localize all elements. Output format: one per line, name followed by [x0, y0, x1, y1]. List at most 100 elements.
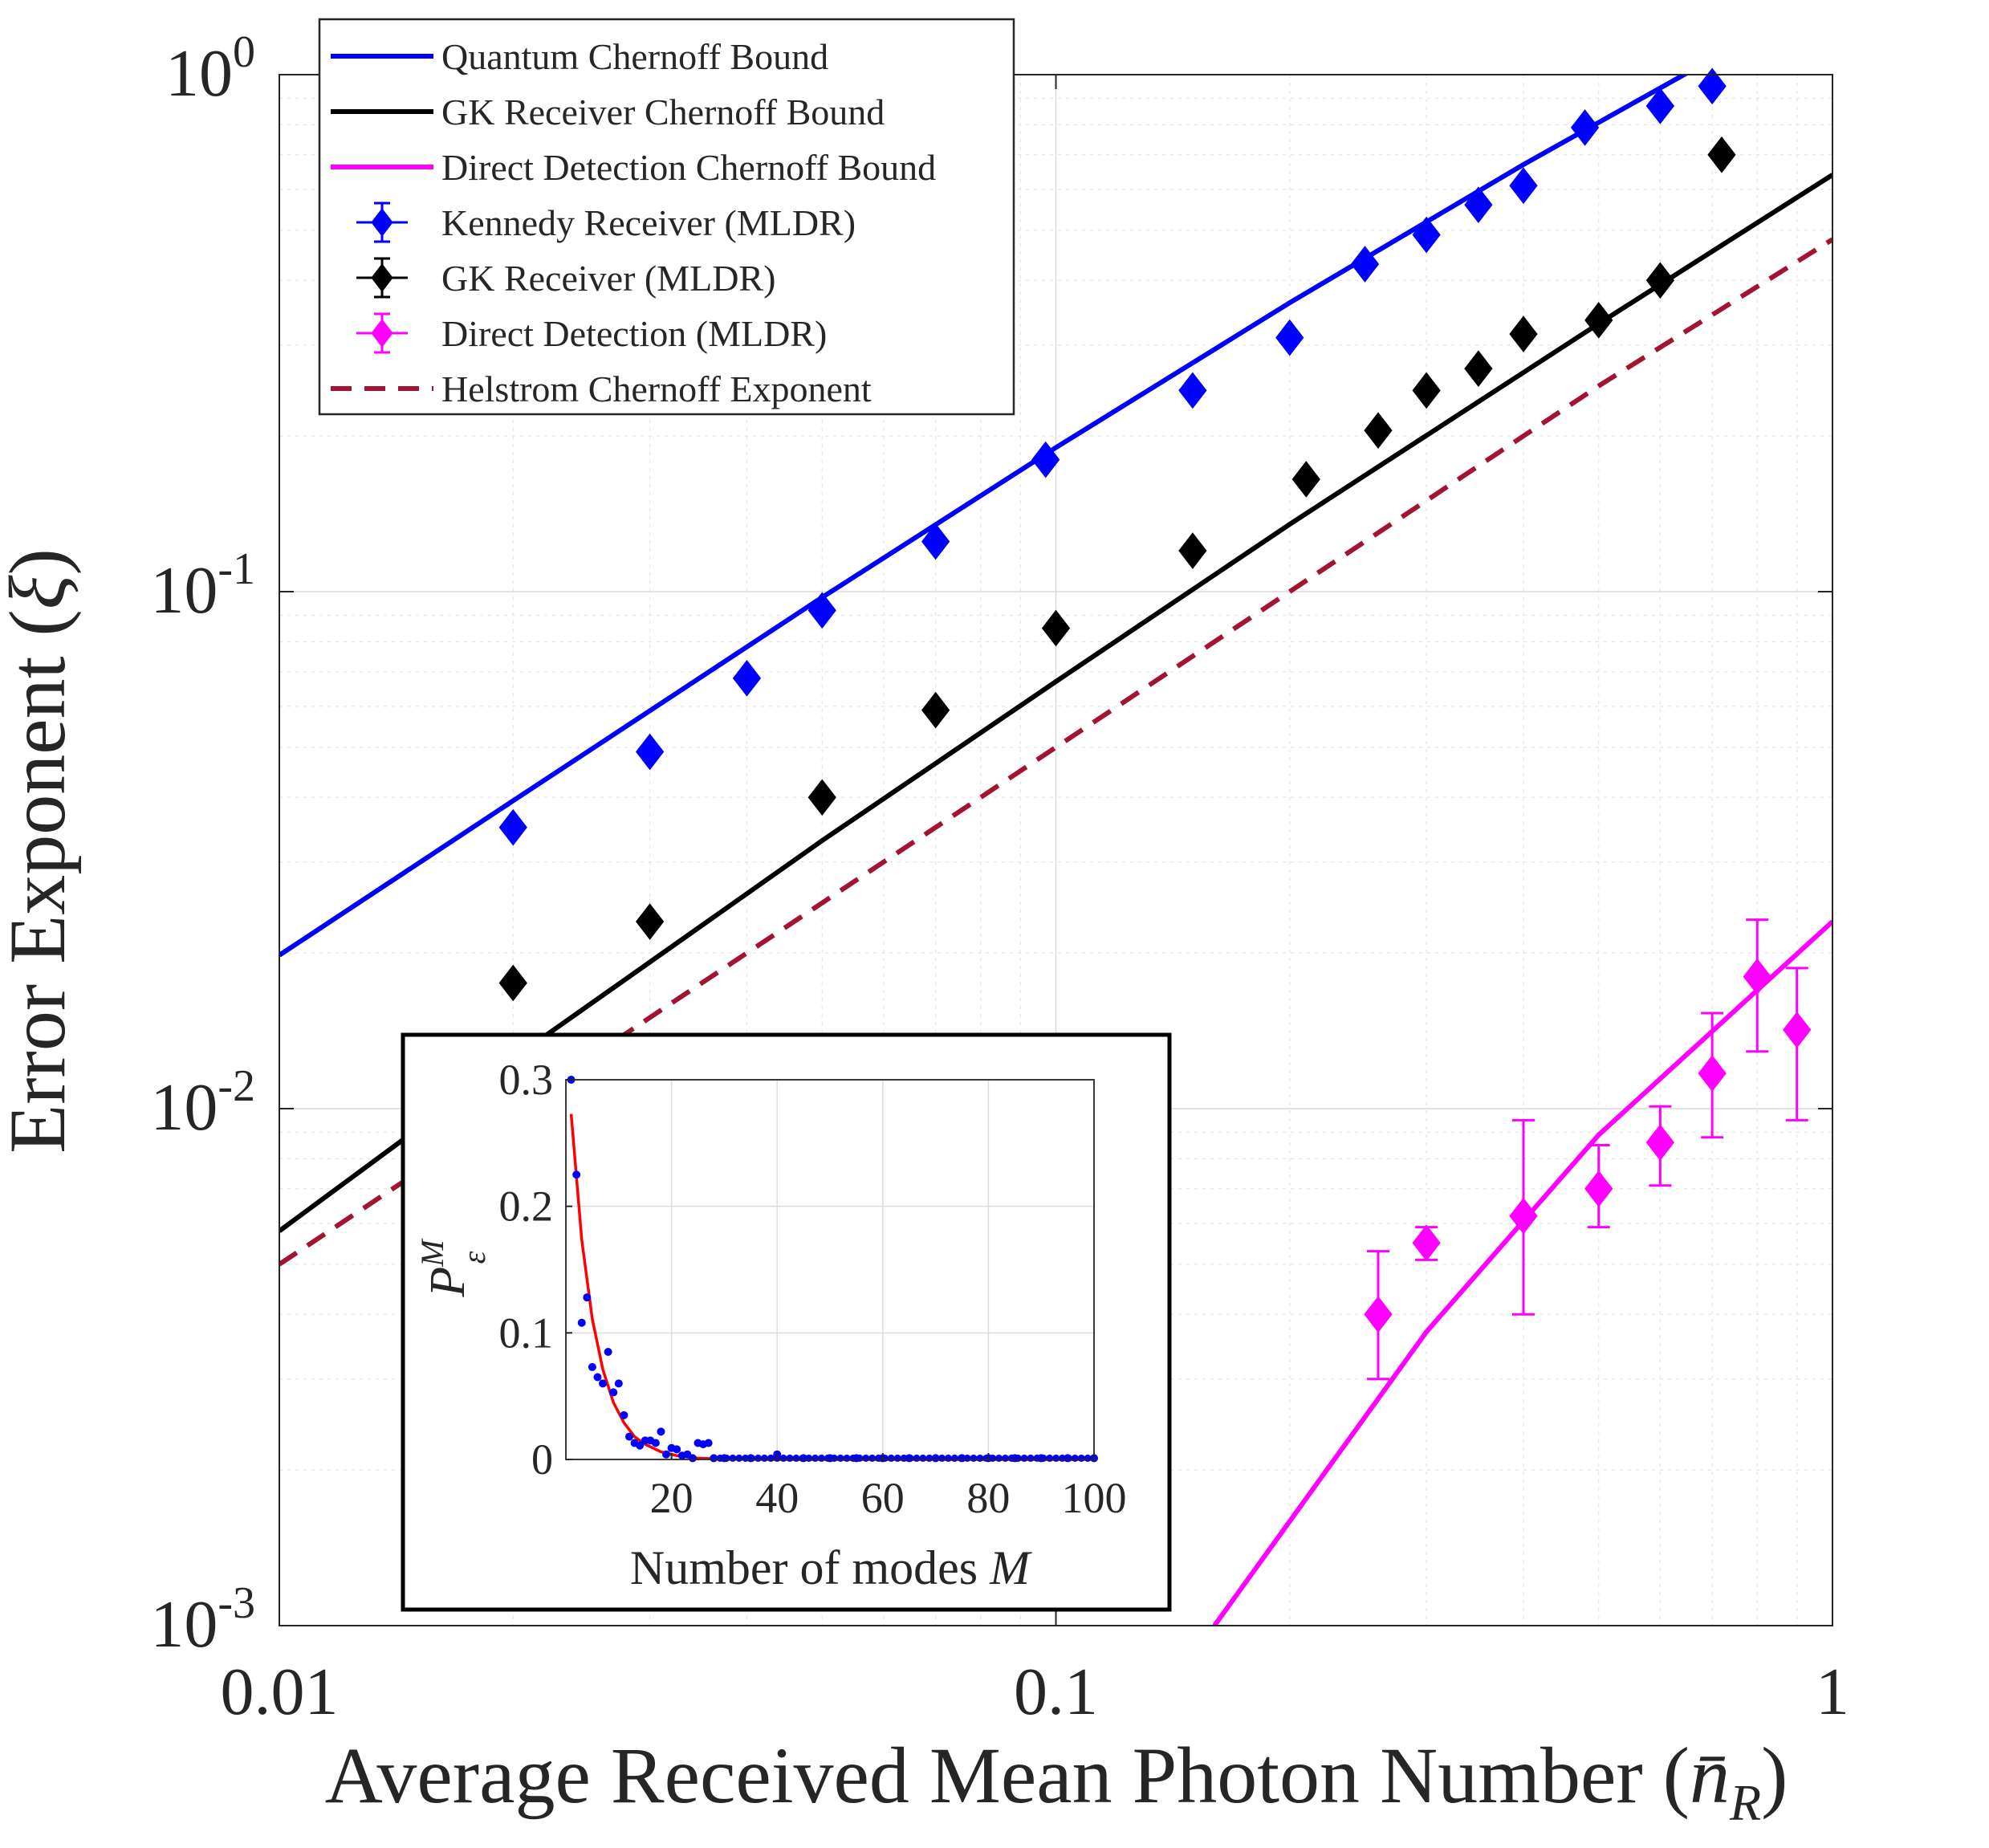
- inset-data-point: [824, 1454, 832, 1462]
- inset-data-point: [1014, 1454, 1022, 1462]
- inset-data-point: [799, 1454, 807, 1462]
- data-point: [1464, 186, 1493, 223]
- y-tick-label: 100: [165, 27, 255, 111]
- inset-data-point: [887, 1454, 895, 1462]
- data-point: [1707, 136, 1736, 173]
- y-tick-exponent: -2: [218, 1061, 255, 1111]
- inset-data-point: [950, 1454, 958, 1462]
- legend-item-quantum-chernoff-bound: Quantum Chernoff Bound: [331, 36, 828, 77]
- inset-data-point: [577, 1318, 586, 1327]
- inset-data-point: [1077, 1454, 1085, 1462]
- y-axis-label: Error Exponent (ξ): [0, 548, 82, 1154]
- y-tick-label: 10-2: [150, 1061, 255, 1145]
- data-point: [807, 592, 836, 629]
- y-tick-exponent: -1: [218, 544, 255, 594]
- x-axis-label-subscript: R: [1729, 1774, 1761, 1831]
- inset-x-tick-label: 80: [966, 1474, 1010, 1522]
- inset-data-point: [767, 1454, 775, 1462]
- legend-item-helstrom-chernoff-exponent: Helstrom Chernoff Exponent: [331, 368, 872, 409]
- inset-data-point: [673, 1445, 681, 1454]
- data-point: [1364, 412, 1393, 450]
- data-point: [1509, 167, 1538, 205]
- y-axis-label-math: ξ: [0, 575, 82, 609]
- inset-x-axis-label: Number of modes M: [630, 1541, 1032, 1594]
- inset-data-point: [817, 1454, 825, 1462]
- inset-data-point: [836, 1454, 844, 1462]
- data-point: [1645, 262, 1674, 299]
- legend-label: GK Receiver Chernoff Bound: [441, 92, 885, 132]
- inset-plot-area: [566, 1080, 1094, 1459]
- inset-data-point: [811, 1454, 820, 1462]
- y-tick-exponent: -3: [218, 1578, 255, 1628]
- legend-item-kennedy-receiver-mldr: Kennedy Receiver (MLDR): [356, 201, 856, 243]
- inset-data-point: [662, 1450, 671, 1459]
- y-axis-label-close: ): [0, 548, 82, 575]
- inset-data-point: [900, 1454, 908, 1462]
- inset-data-point: [970, 1454, 978, 1462]
- inset-y-tick-label: 0: [531, 1435, 553, 1484]
- legend-label: Helstrom Chernoff Exponent: [441, 368, 872, 409]
- inset-data-point: [760, 1454, 768, 1462]
- inset-data-point: [620, 1410, 628, 1419]
- inset-data-point: [1033, 1454, 1041, 1462]
- inset-data-point: [710, 1454, 718, 1462]
- legend-marker-swatch: [371, 263, 393, 292]
- data-point: [1509, 315, 1538, 352]
- data-point: [1412, 1224, 1441, 1262]
- data-point: [1412, 372, 1441, 409]
- inset-data-point: [1052, 1454, 1060, 1462]
- x-tick-label: 0.1: [1014, 1655, 1098, 1729]
- inset-y-axis-label-base: P: [421, 1267, 475, 1298]
- data-point: [732, 660, 762, 697]
- data-point: [1570, 109, 1600, 146]
- series-direct-detection-mldr: [1364, 918, 1812, 1381]
- inset-data-point: [599, 1379, 608, 1388]
- inset-data-point: [755, 1454, 763, 1462]
- main-axis-labels: Average Received Mean Photon Number (n̄R…: [0, 548, 1788, 1831]
- legend-label: Kennedy Receiver (MLDR): [441, 202, 856, 243]
- data-point: [1275, 319, 1304, 356]
- inset-data-point: [636, 1441, 645, 1450]
- data-point: [1031, 441, 1060, 478]
- inset-data-point: [963, 1454, 971, 1462]
- inset-data-point: [976, 1454, 984, 1462]
- data-point: [921, 523, 950, 560]
- inset-x-tick-label: 60: [861, 1474, 905, 1522]
- data-point: [498, 964, 527, 1002]
- inset-data-point: [1020, 1454, 1028, 1462]
- main-series: [498, 67, 1812, 1381]
- legend-marker-swatch: [371, 208, 393, 237]
- inset-x-axis-label-math: M: [989, 1541, 1032, 1594]
- y-axis-label-text: Error Exponent (: [0, 609, 82, 1154]
- inset-data-point: [786, 1454, 794, 1462]
- inset-data-point: [913, 1454, 921, 1462]
- legend-label: Direct Detection (MLDR): [441, 313, 827, 354]
- inset-data-point: [716, 1454, 724, 1462]
- inset-data-point: [583, 1293, 592, 1302]
- data-point: [1364, 1296, 1393, 1333]
- inset-data-point: [1064, 1454, 1072, 1462]
- inset-data-point: [875, 1454, 883, 1462]
- x-axis-label: Average Received Mean Photon Number (n̄R…: [325, 1731, 1788, 1831]
- inset-data-point: [1027, 1454, 1035, 1462]
- inset-y-axis-label: PM ε: [414, 1238, 492, 1298]
- inset-data-point: [919, 1454, 927, 1462]
- data-point: [498, 808, 527, 846]
- inset-data-point: [1071, 1454, 1079, 1462]
- inset-axis-box: [565, 1079, 1095, 1460]
- x-axis-label-text: Average Received Mean Photon Number (: [325, 1731, 1690, 1820]
- inset-data-point: [729, 1454, 737, 1462]
- inset-data-point: [862, 1454, 870, 1462]
- data-point: [635, 903, 665, 940]
- data-point: [635, 733, 665, 771]
- inset-x-tick-label: 20: [650, 1474, 694, 1522]
- legend-item-gk-receiver-chernoff-bound: GK Receiver Chernoff Bound: [331, 92, 885, 132]
- curve-quantum-chernoff-bound: [279, 75, 1690, 958]
- data-point: [1041, 609, 1071, 647]
- legend-item-gk-receiver-mldr: GK Receiver (MLDR): [356, 257, 775, 299]
- inset-data-point: [688, 1454, 697, 1463]
- inset-data-point: [624, 1432, 633, 1441]
- inset-data-point: [856, 1454, 864, 1462]
- legend-item-direct-detection-mldr: Direct Detection (MLDR): [356, 312, 827, 354]
